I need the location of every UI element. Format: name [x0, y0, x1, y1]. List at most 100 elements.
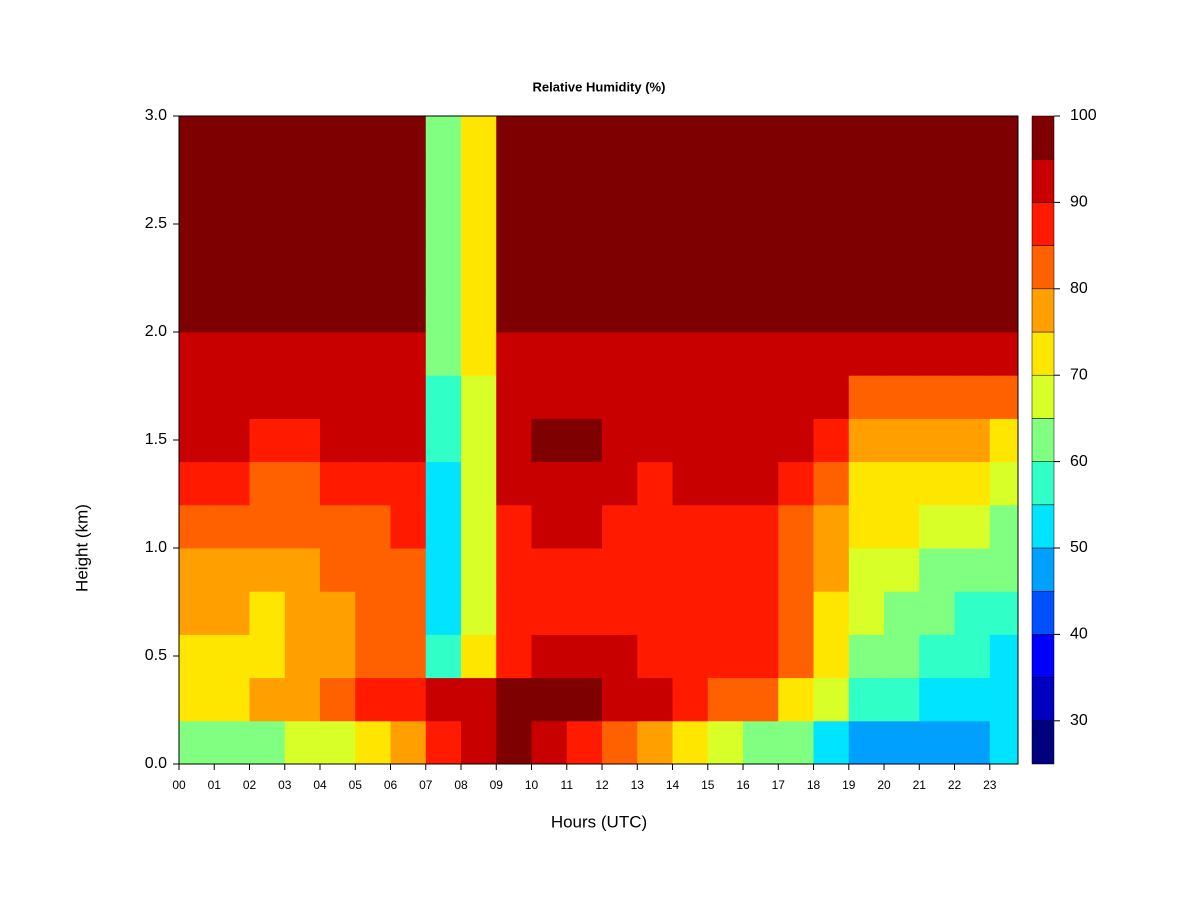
x-axis-label: Hours (UTC)	[551, 812, 647, 831]
cell	[531, 202, 568, 247]
cell	[919, 634, 956, 679]
x-tick-label: 13	[631, 778, 645, 792]
cell	[919, 159, 956, 203]
cell	[672, 634, 709, 679]
cell	[566, 591, 603, 635]
cell	[461, 591, 497, 635]
cell	[848, 245, 885, 290]
cell	[778, 202, 815, 247]
cell	[602, 202, 638, 247]
cell	[848, 591, 885, 635]
cell	[919, 332, 956, 376]
cell	[743, 159, 779, 203]
cell	[707, 375, 744, 419]
cell	[848, 461, 885, 506]
cell	[425, 332, 462, 376]
cell	[390, 202, 427, 247]
cell	[425, 634, 462, 679]
cell	[848, 418, 885, 463]
cell	[884, 375, 920, 419]
y-tick-label: 2.0	[145, 323, 167, 340]
cell	[214, 418, 251, 463]
cell	[672, 375, 709, 419]
cell	[390, 332, 427, 376]
cell	[461, 288, 497, 333]
cell	[249, 677, 286, 722]
cell	[813, 504, 850, 549]
cell	[214, 504, 251, 549]
cell	[355, 202, 392, 247]
cell	[355, 591, 392, 635]
cell	[884, 677, 920, 722]
cell	[249, 116, 286, 160]
colorbar-band	[1031, 288, 1055, 333]
cell	[461, 375, 497, 419]
cell	[707, 634, 744, 679]
cell	[355, 634, 392, 679]
cell	[954, 720, 991, 765]
cell	[566, 332, 603, 376]
cell	[813, 332, 850, 376]
cell	[531, 245, 568, 290]
cell	[989, 202, 1019, 247]
cell	[672, 591, 709, 635]
cell	[813, 677, 850, 722]
x-tick-label: 22	[948, 778, 962, 792]
cell	[496, 332, 533, 376]
x-tick-label: 16	[736, 778, 750, 792]
cell	[284, 332, 321, 376]
cell	[884, 202, 920, 247]
cell	[355, 332, 392, 376]
y-tick-label: 0.0	[145, 755, 167, 772]
cell	[778, 375, 815, 419]
cell	[284, 202, 321, 247]
cell	[743, 677, 779, 722]
cell	[179, 548, 215, 592]
cell	[743, 591, 779, 635]
cell	[602, 375, 638, 419]
cell	[743, 461, 779, 506]
cell	[531, 677, 568, 722]
colorbar-band	[1031, 677, 1055, 722]
cell	[919, 504, 956, 549]
cell	[989, 418, 1019, 463]
cell	[743, 504, 779, 549]
cell	[989, 461, 1019, 506]
cell	[355, 245, 392, 290]
cell	[249, 288, 286, 333]
cell	[637, 461, 674, 506]
cell	[179, 677, 215, 722]
cell	[531, 634, 568, 679]
cell	[496, 159, 533, 203]
cell	[954, 332, 991, 376]
cell	[848, 634, 885, 679]
cell	[355, 418, 392, 463]
cell	[320, 418, 356, 463]
cell	[989, 159, 1019, 203]
cell	[249, 548, 286, 592]
cell	[813, 418, 850, 463]
y-tick-label: 3.0	[145, 107, 167, 124]
cell	[778, 634, 815, 679]
colorbar-band	[1031, 461, 1055, 506]
cell	[602, 504, 638, 549]
cell	[179, 159, 215, 203]
cell	[461, 202, 497, 247]
cell	[425, 461, 462, 506]
cell	[989, 375, 1019, 419]
x-tick-label: 19	[842, 778, 856, 792]
cell	[496, 202, 533, 247]
cell	[531, 591, 568, 635]
cell	[637, 720, 674, 765]
cell	[425, 375, 462, 419]
y-tick-label: 1.5	[145, 431, 167, 448]
cell	[813, 720, 850, 765]
cell	[179, 418, 215, 463]
cell	[461, 634, 497, 679]
cell	[249, 591, 286, 635]
cell	[884, 634, 920, 679]
cell	[496, 418, 533, 463]
cell	[390, 591, 427, 635]
cell	[566, 375, 603, 419]
cell	[531, 720, 568, 765]
